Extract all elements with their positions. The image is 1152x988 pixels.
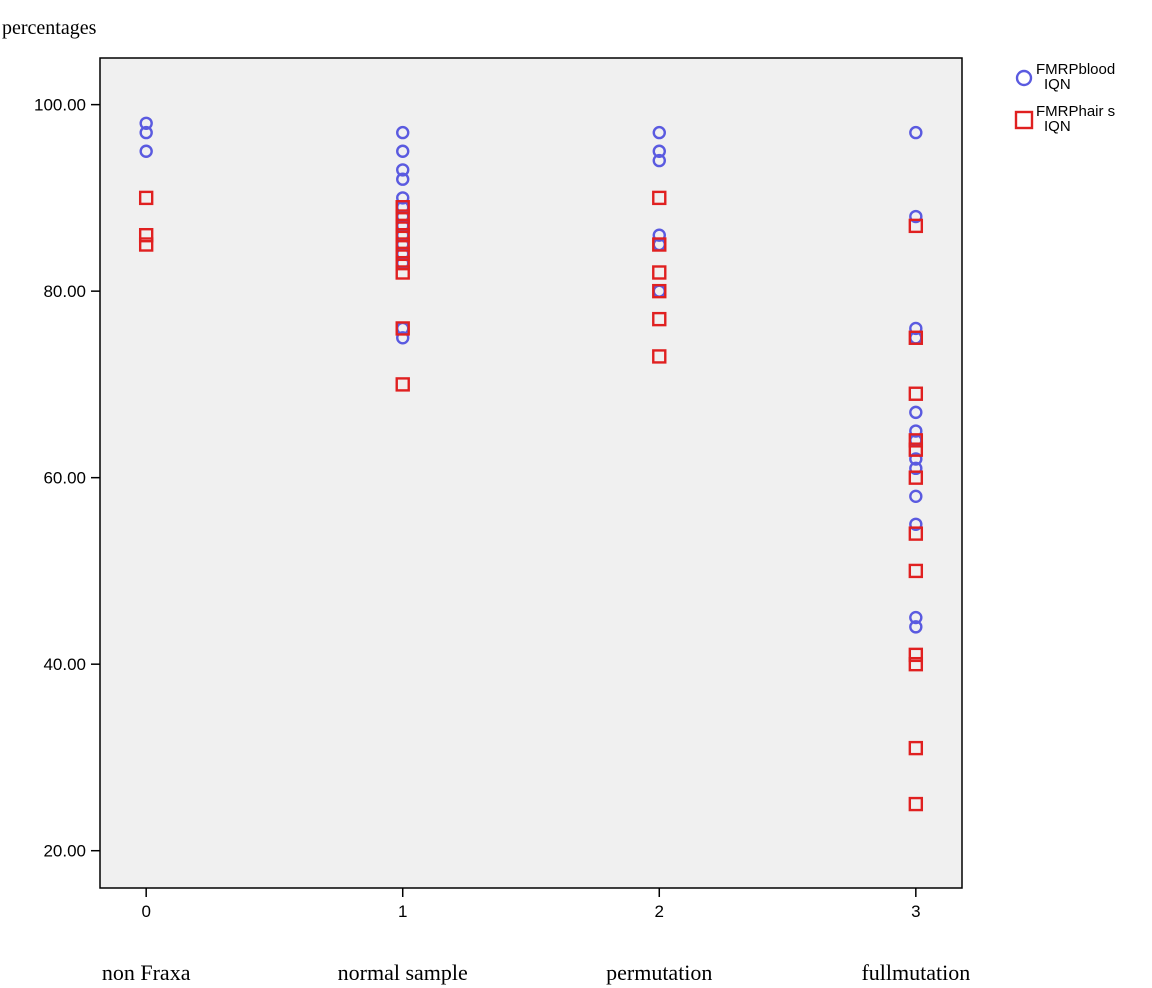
data-point-square bbox=[395, 218, 410, 234]
y-tick-label: 100.00 bbox=[34, 96, 86, 115]
x-tick-label: 3 bbox=[911, 902, 920, 921]
group-label: permutation bbox=[606, 960, 712, 985]
data-point-circle bbox=[909, 209, 923, 224]
legend-circle-marker bbox=[1015, 69, 1033, 87]
y-tick-label: 60.00 bbox=[43, 469, 86, 488]
data-point-circle bbox=[909, 517, 923, 531]
y-axis-label: percentages bbox=[2, 17, 97, 39]
data-point-square bbox=[138, 227, 154, 243]
axes: 20.00 40.00 60.00 80.00 100.00 0 1 2 3 bbox=[34, 96, 921, 921]
data-point-square bbox=[908, 442, 924, 457]
y-tick-label: 20.00 bbox=[43, 842, 86, 861]
group-labels: non Fraxa normal sample permutation fullmut… bbox=[102, 960, 970, 985]
data-point-square bbox=[395, 265, 410, 280]
data-point-square bbox=[908, 330, 924, 345]
data-point-circle bbox=[909, 125, 923, 140]
data-point-square bbox=[395, 321, 410, 336]
data-point-square bbox=[395, 255, 410, 271]
data-point-square bbox=[908, 218, 924, 234]
x-tick-label: 0 bbox=[141, 902, 150, 921]
group-label: fullmutation bbox=[861, 960, 970, 985]
data-point-square bbox=[652, 190, 667, 206]
y-tick-label: 40.00 bbox=[43, 655, 86, 674]
legend-label-line1: FMRPhair s bbox=[1036, 103, 1115, 120]
data-point-square bbox=[138, 190, 154, 206]
data-point-circle bbox=[139, 144, 153, 158]
group-label: normal sample bbox=[338, 960, 468, 985]
y-tick-label: 80.00 bbox=[43, 282, 86, 301]
data-point-circle bbox=[139, 125, 153, 140]
data-point-circle bbox=[909, 461, 923, 476]
data-point-square bbox=[138, 237, 154, 252]
data-point-circle bbox=[396, 331, 410, 345]
data-point-square bbox=[652, 311, 667, 327]
data-point-circle bbox=[396, 144, 410, 158]
data-point-square bbox=[908, 433, 924, 448]
data-point-square bbox=[908, 526, 924, 541]
data-point-circle bbox=[652, 125, 666, 140]
x-tick-label: 1 bbox=[398, 902, 407, 921]
x-tick-label: 2 bbox=[655, 902, 664, 921]
data-point-circle bbox=[396, 191, 410, 205]
data-point-circle bbox=[909, 405, 923, 420]
data-point-circle bbox=[909, 610, 923, 625]
data-point-square bbox=[908, 656, 924, 672]
group-label: non Fraxa bbox=[102, 960, 191, 985]
data-point-circle bbox=[909, 620, 923, 634]
data-point-square bbox=[395, 227, 410, 243]
data-point-circle bbox=[396, 125, 410, 140]
data-point-square bbox=[908, 386, 924, 401]
data-point-square bbox=[908, 647, 924, 663]
data-point-square bbox=[908, 470, 924, 485]
data-point-square bbox=[652, 237, 667, 252]
legend-square-marker bbox=[1014, 110, 1034, 130]
data-points bbox=[138, 116, 924, 812]
data-point-square bbox=[395, 237, 410, 252]
data-point-circle bbox=[652, 153, 666, 168]
data-point-square bbox=[652, 283, 667, 299]
data-point-square bbox=[395, 377, 410, 392]
data-point-square bbox=[652, 349, 667, 364]
legend-label-line2: IQN bbox=[1044, 76, 1071, 93]
data-point-square bbox=[395, 200, 410, 215]
legend-label-line2: IQN bbox=[1044, 118, 1071, 135]
data-point-circle bbox=[652, 144, 666, 158]
data-point-square bbox=[652, 265, 667, 280]
legend-label-line1: FMRPblood bbox=[1036, 61, 1115, 78]
data-point-circle bbox=[909, 321, 923, 336]
data-point-square bbox=[908, 796, 924, 812]
data-point-circle bbox=[909, 452, 923, 466]
data-point-circle bbox=[652, 228, 666, 242]
data-point-circle bbox=[139, 116, 153, 130]
data-point-circle bbox=[909, 489, 923, 504]
data-point-square bbox=[908, 563, 924, 579]
data-point-circle bbox=[396, 163, 410, 177]
data-point-circle bbox=[909, 424, 923, 438]
data-point-circle bbox=[396, 172, 410, 186]
data-point-square bbox=[908, 740, 924, 756]
data-point-square bbox=[395, 246, 410, 262]
data-point-square bbox=[395, 209, 410, 224]
plot-area bbox=[99, 57, 963, 889]
